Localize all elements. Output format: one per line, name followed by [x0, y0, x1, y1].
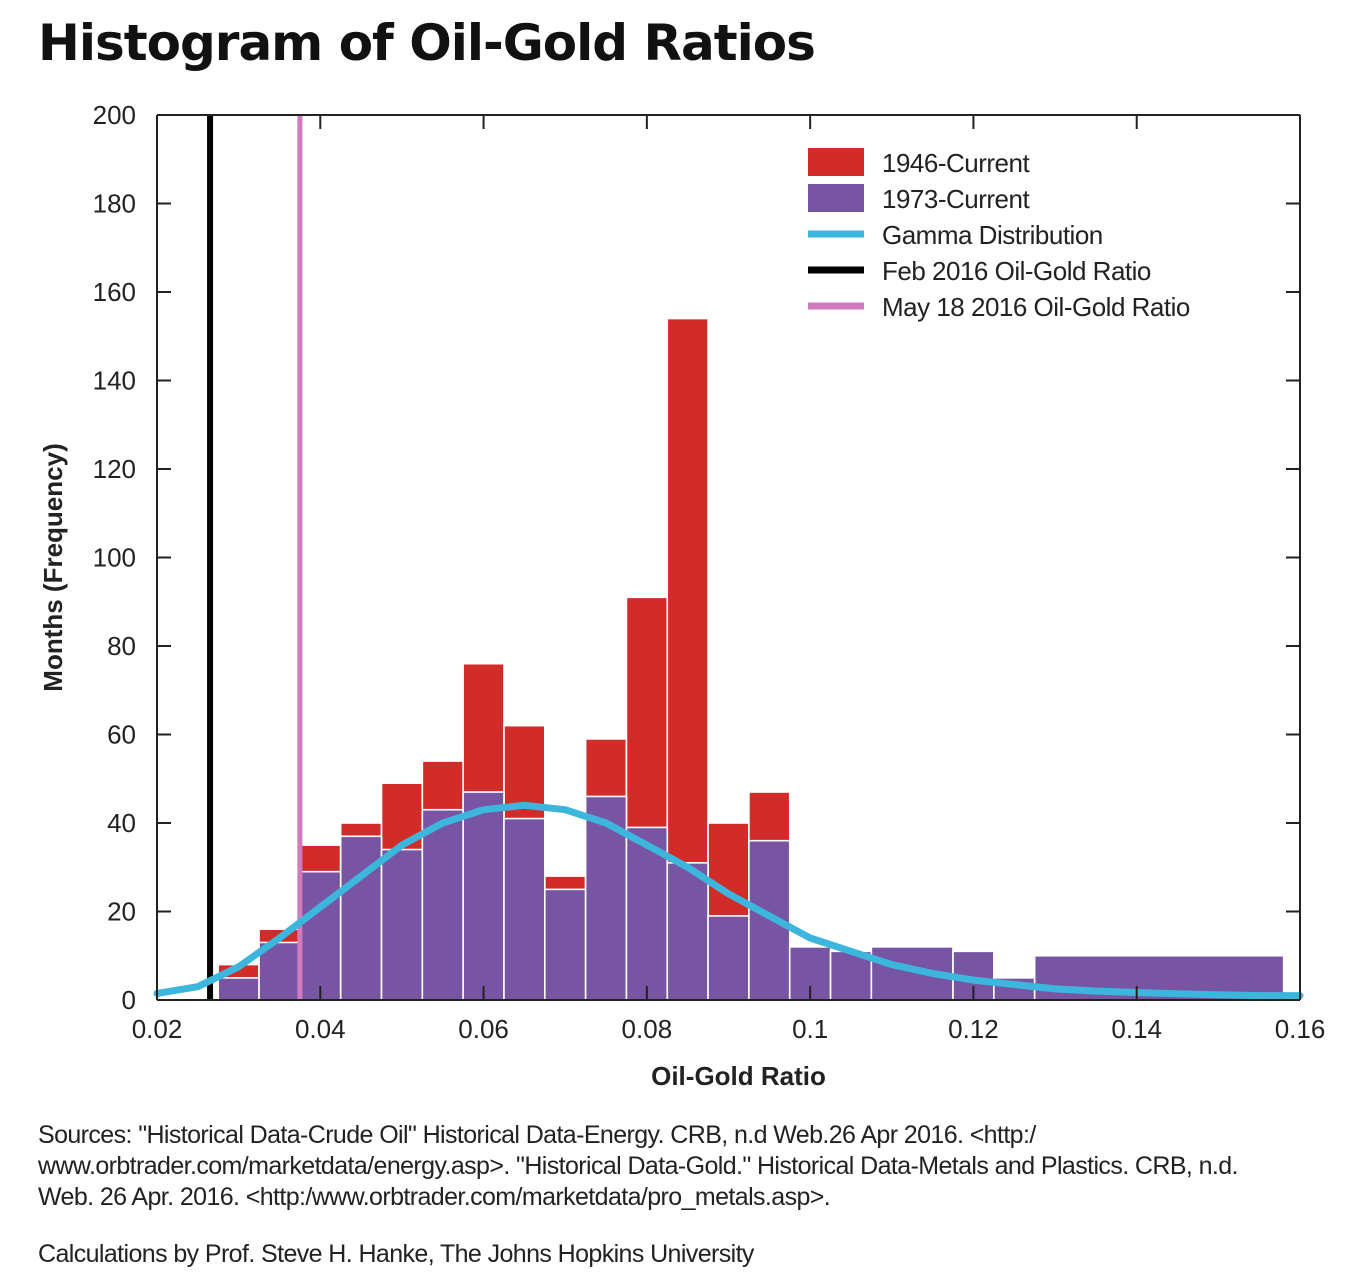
legend-label: 1973-Current	[882, 184, 1030, 214]
y-tick-label: 120	[93, 454, 136, 484]
histogram-bar	[707, 915, 750, 1001]
legend: 1946-Current 1973-Current Gamma Distributi…	[808, 148, 1190, 322]
histogram-bar	[544, 888, 587, 1001]
histogram-bar	[666, 862, 709, 1001]
credit-text: Calculations by Prof. Steve H. Hanke, Th…	[38, 1240, 754, 1268]
legend-swatch	[808, 184, 864, 212]
histogram-bar	[380, 848, 424, 1001]
x-tick-label: 0.12	[948, 1014, 999, 1044]
histogram-bar	[299, 870, 342, 1001]
x-tick-label: 0.14	[1111, 1014, 1162, 1044]
sources-text: Sources: "Historical Data-Crude Oil" His…	[38, 1121, 1238, 1211]
x-tick-label: 0.1	[792, 1014, 828, 1044]
y-tick-label: 140	[93, 366, 136, 396]
x-tick-label: 0.08	[622, 1014, 673, 1044]
x-axis-label: Oil-Gold Ratio	[651, 1061, 826, 1091]
y-tick-label: 100	[93, 543, 136, 573]
histogram-chart: 0 20 40 60 80 100 120 140 160 180 200 0.02 0.04 0.06 0…	[38, 100, 1326, 1091]
y-tick-label: 60	[107, 720, 136, 750]
histogram-bar	[339, 835, 383, 1001]
y-tick-label: 0	[122, 985, 136, 1015]
chart-title: Histogram of Oil-Gold Ratios	[38, 14, 816, 72]
x-tick-label: 0.16	[1275, 1014, 1326, 1044]
histogram-bar	[462, 791, 505, 1001]
legend-label: 1946-Current	[882, 148, 1030, 178]
histogram-bar	[217, 977, 260, 1001]
gamma-curve	[153, 801, 1304, 1000]
x-tick-label: 0.06	[458, 1014, 509, 1044]
x-tick-label: 0.02	[132, 1014, 183, 1044]
y-tick-label: 80	[107, 631, 136, 661]
legend-label: Gamma Distribution	[882, 220, 1103, 250]
y-tick-label: 160	[93, 277, 136, 307]
legend-label: Feb 2016 Oil-Gold Ratio	[882, 256, 1151, 286]
y-tick-label: 20	[107, 897, 136, 927]
histogram-bar	[421, 808, 464, 1001]
y-tick-label: 200	[93, 100, 136, 130]
x-tick-label: 0.04	[295, 1014, 346, 1044]
legend-swatch	[808, 148, 864, 176]
histogram-bar	[829, 950, 873, 1001]
y-tick-label: 180	[93, 189, 136, 219]
y-axis-label: Months (Frequency)	[38, 443, 68, 691]
y-tick-label: 40	[107, 808, 136, 838]
legend-label: May 18 2016 Oil-Gold Ratio	[882, 292, 1190, 322]
histogram-bar	[503, 817, 546, 1001]
